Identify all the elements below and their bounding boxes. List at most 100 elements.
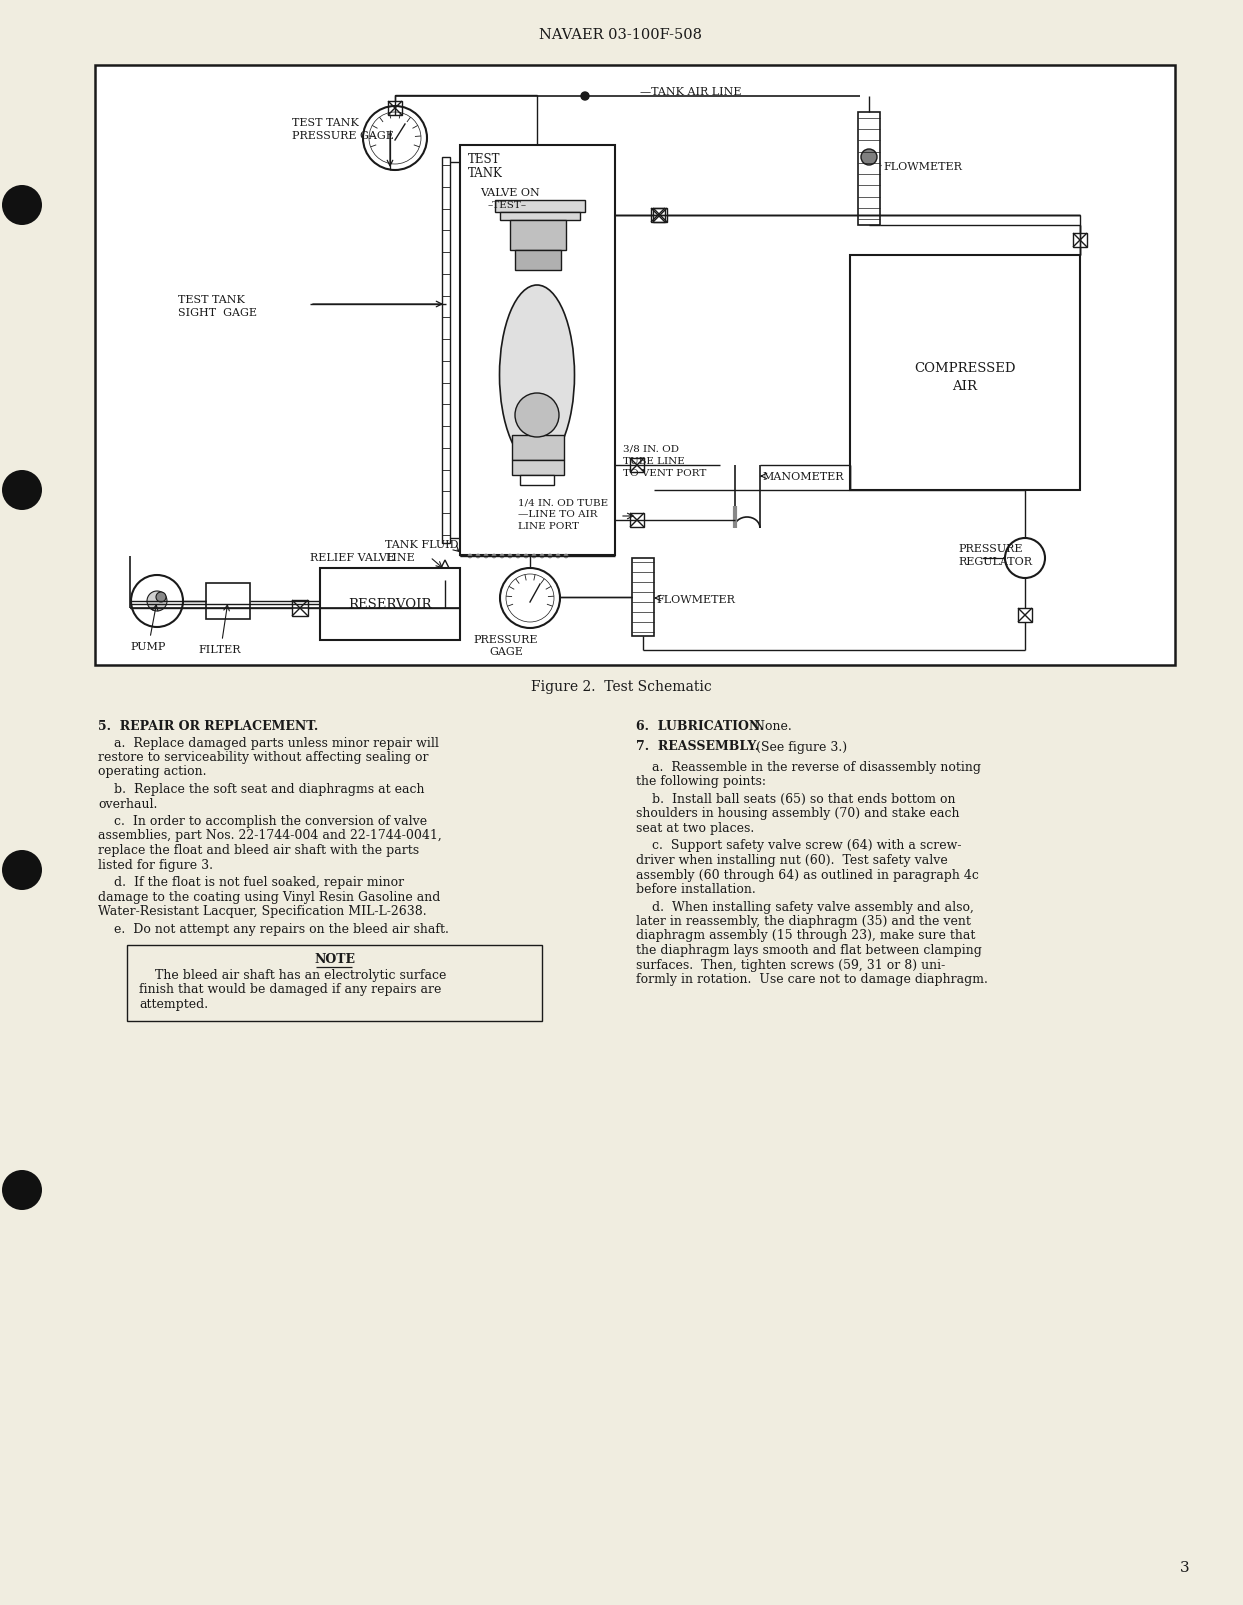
Circle shape <box>469 554 472 559</box>
Bar <box>630 457 644 472</box>
Bar <box>651 209 665 221</box>
Bar <box>512 461 564 475</box>
Text: –TEST–: –TEST– <box>488 201 527 210</box>
Text: LINE: LINE <box>385 554 415 563</box>
Text: FLOWMETER: FLOWMETER <box>656 595 735 605</box>
Text: 7.  REASSEMBLY.: 7. REASSEMBLY. <box>636 740 759 753</box>
Circle shape <box>532 554 536 559</box>
Text: REGULATOR: REGULATOR <box>958 557 1032 567</box>
Bar <box>206 583 250 620</box>
Text: 5.  REPAIR OR REPLACEMENT.: 5. REPAIR OR REPLACEMENT. <box>98 721 318 733</box>
Text: damage to the coating using Vinyl Resin Gasoline and: damage to the coating using Vinyl Resin … <box>98 891 440 904</box>
Text: restore to serviceability without affecting sealing or: restore to serviceability without affect… <box>98 751 429 764</box>
Bar <box>388 101 401 116</box>
Circle shape <box>556 554 561 559</box>
Circle shape <box>515 393 559 437</box>
Bar <box>850 255 1080 490</box>
Text: attempted.: attempted. <box>139 998 208 1011</box>
Text: SIGHT  GAGE: SIGHT GAGE <box>178 308 257 318</box>
Text: seat at two places.: seat at two places. <box>636 822 755 835</box>
Text: before installation.: before installation. <box>636 883 756 896</box>
Polygon shape <box>435 560 455 579</box>
Circle shape <box>564 554 568 559</box>
Text: VALVE ON: VALVE ON <box>480 188 539 197</box>
Bar <box>515 250 561 270</box>
Circle shape <box>2 851 42 891</box>
Text: a.  Replace damaged parts unless minor repair will: a. Replace damaged parts unless minor re… <box>98 737 439 750</box>
Text: c.  Support safety valve screw (64) with a screw-: c. Support safety valve screw (64) with … <box>636 839 962 852</box>
Bar <box>94 64 1175 664</box>
Text: 3/8 IN. OD: 3/8 IN. OD <box>623 445 679 454</box>
Text: TUBE LINE: TUBE LINE <box>623 457 685 465</box>
Bar <box>630 514 644 526</box>
Bar <box>443 157 450 542</box>
Text: 3: 3 <box>1180 1562 1190 1575</box>
Bar <box>500 212 580 220</box>
Text: Water-Resistant Lacquer, Specification MIL-L-2638.: Water-Resistant Lacquer, Specification M… <box>98 905 426 918</box>
Ellipse shape <box>500 286 574 465</box>
Text: NAVAER 03-100F-508: NAVAER 03-100F-508 <box>539 27 702 42</box>
Text: 1/4 IN. OD TUBE: 1/4 IN. OD TUBE <box>518 498 608 507</box>
Circle shape <box>500 554 503 559</box>
Bar <box>631 559 654 636</box>
Text: RESERVOIR: RESERVOIR <box>348 597 431 610</box>
Circle shape <box>500 568 561 628</box>
Text: Figure 2.  Test Schematic: Figure 2. Test Schematic <box>531 681 711 693</box>
Circle shape <box>369 112 421 164</box>
Circle shape <box>131 575 183 628</box>
Text: TANK FLUID: TANK FLUID <box>385 539 459 551</box>
Text: PRESSURE: PRESSURE <box>958 544 1023 554</box>
Circle shape <box>548 554 552 559</box>
Bar <box>858 112 880 225</box>
Bar <box>319 568 460 640</box>
Text: e.  Do not attempt any repairs on the bleed air shaft.: e. Do not attempt any repairs on the ble… <box>98 923 449 936</box>
Text: RELIEF VALVE: RELIEF VALVE <box>310 554 395 563</box>
Circle shape <box>861 149 878 165</box>
Text: MANOMETER: MANOMETER <box>762 472 844 481</box>
Text: None.: None. <box>746 721 792 733</box>
Circle shape <box>580 91 589 100</box>
Circle shape <box>363 106 428 170</box>
Circle shape <box>508 554 512 559</box>
Bar <box>127 945 542 1021</box>
Text: LINE PORT: LINE PORT <box>518 522 579 531</box>
Text: c.  In order to accomplish the conversion of valve: c. In order to accomplish the conversion… <box>98 815 428 828</box>
Text: (See figure 3.): (See figure 3.) <box>748 740 848 753</box>
Text: FLOWMETER: FLOWMETER <box>883 162 962 172</box>
Text: the diaphragm lays smooth and flat between clamping: the diaphragm lays smooth and flat betwe… <box>636 944 982 957</box>
Text: NOTE: NOTE <box>314 953 355 966</box>
Text: overhaul.: overhaul. <box>98 798 158 811</box>
Text: AIR: AIR <box>952 380 977 393</box>
Circle shape <box>516 554 520 559</box>
Text: FILTER: FILTER <box>199 645 241 655</box>
Text: driver when installing nut (60).  Test safety valve: driver when installing nut (60). Test sa… <box>636 854 947 867</box>
Text: PRESSURE GAGE: PRESSURE GAGE <box>292 132 394 141</box>
Text: —LINE TO AIR: —LINE TO AIR <box>518 510 598 518</box>
Text: TEST TANK: TEST TANK <box>178 295 245 305</box>
Text: shoulders in housing assembly (70) and stake each: shoulders in housing assembly (70) and s… <box>636 807 960 820</box>
Circle shape <box>2 1170 42 1210</box>
Circle shape <box>525 554 528 559</box>
Text: GAGE: GAGE <box>488 647 523 656</box>
Text: diaphragm assembly (15 through 23), make sure that: diaphragm assembly (15 through 23), make… <box>636 929 976 942</box>
Text: TEST TANK: TEST TANK <box>292 119 359 128</box>
Text: TANK: TANK <box>469 167 503 180</box>
Text: a.  Reassemble in the reverse of disassembly noting: a. Reassemble in the reverse of disassem… <box>636 761 981 774</box>
Text: b.  Replace the soft seat and diaphragms at each: b. Replace the soft seat and diaphragms … <box>98 783 425 796</box>
Circle shape <box>539 554 544 559</box>
Text: later in reassembly, the diaphragm (35) and the vent: later in reassembly, the diaphragm (35) … <box>636 915 971 928</box>
Bar <box>495 201 585 212</box>
Text: d.  If the float is not fuel soaked, repair minor: d. If the float is not fuel soaked, repa… <box>98 876 404 889</box>
Circle shape <box>484 554 488 559</box>
Circle shape <box>157 592 167 602</box>
Circle shape <box>147 591 167 612</box>
Text: formly in rotation.  Use care not to damage diaphragm.: formly in rotation. Use care not to dama… <box>636 973 988 985</box>
Bar <box>520 475 554 485</box>
Circle shape <box>2 470 42 510</box>
Text: COMPRESSED: COMPRESSED <box>915 363 1016 376</box>
Text: the following points:: the following points: <box>636 775 766 788</box>
Text: assemblies, part Nos. 22-1744-004 and 22-1744-0041,: assemblies, part Nos. 22-1744-004 and 22… <box>98 830 441 843</box>
Circle shape <box>1006 538 1045 578</box>
Circle shape <box>2 185 42 225</box>
Text: PUMP: PUMP <box>131 642 165 652</box>
